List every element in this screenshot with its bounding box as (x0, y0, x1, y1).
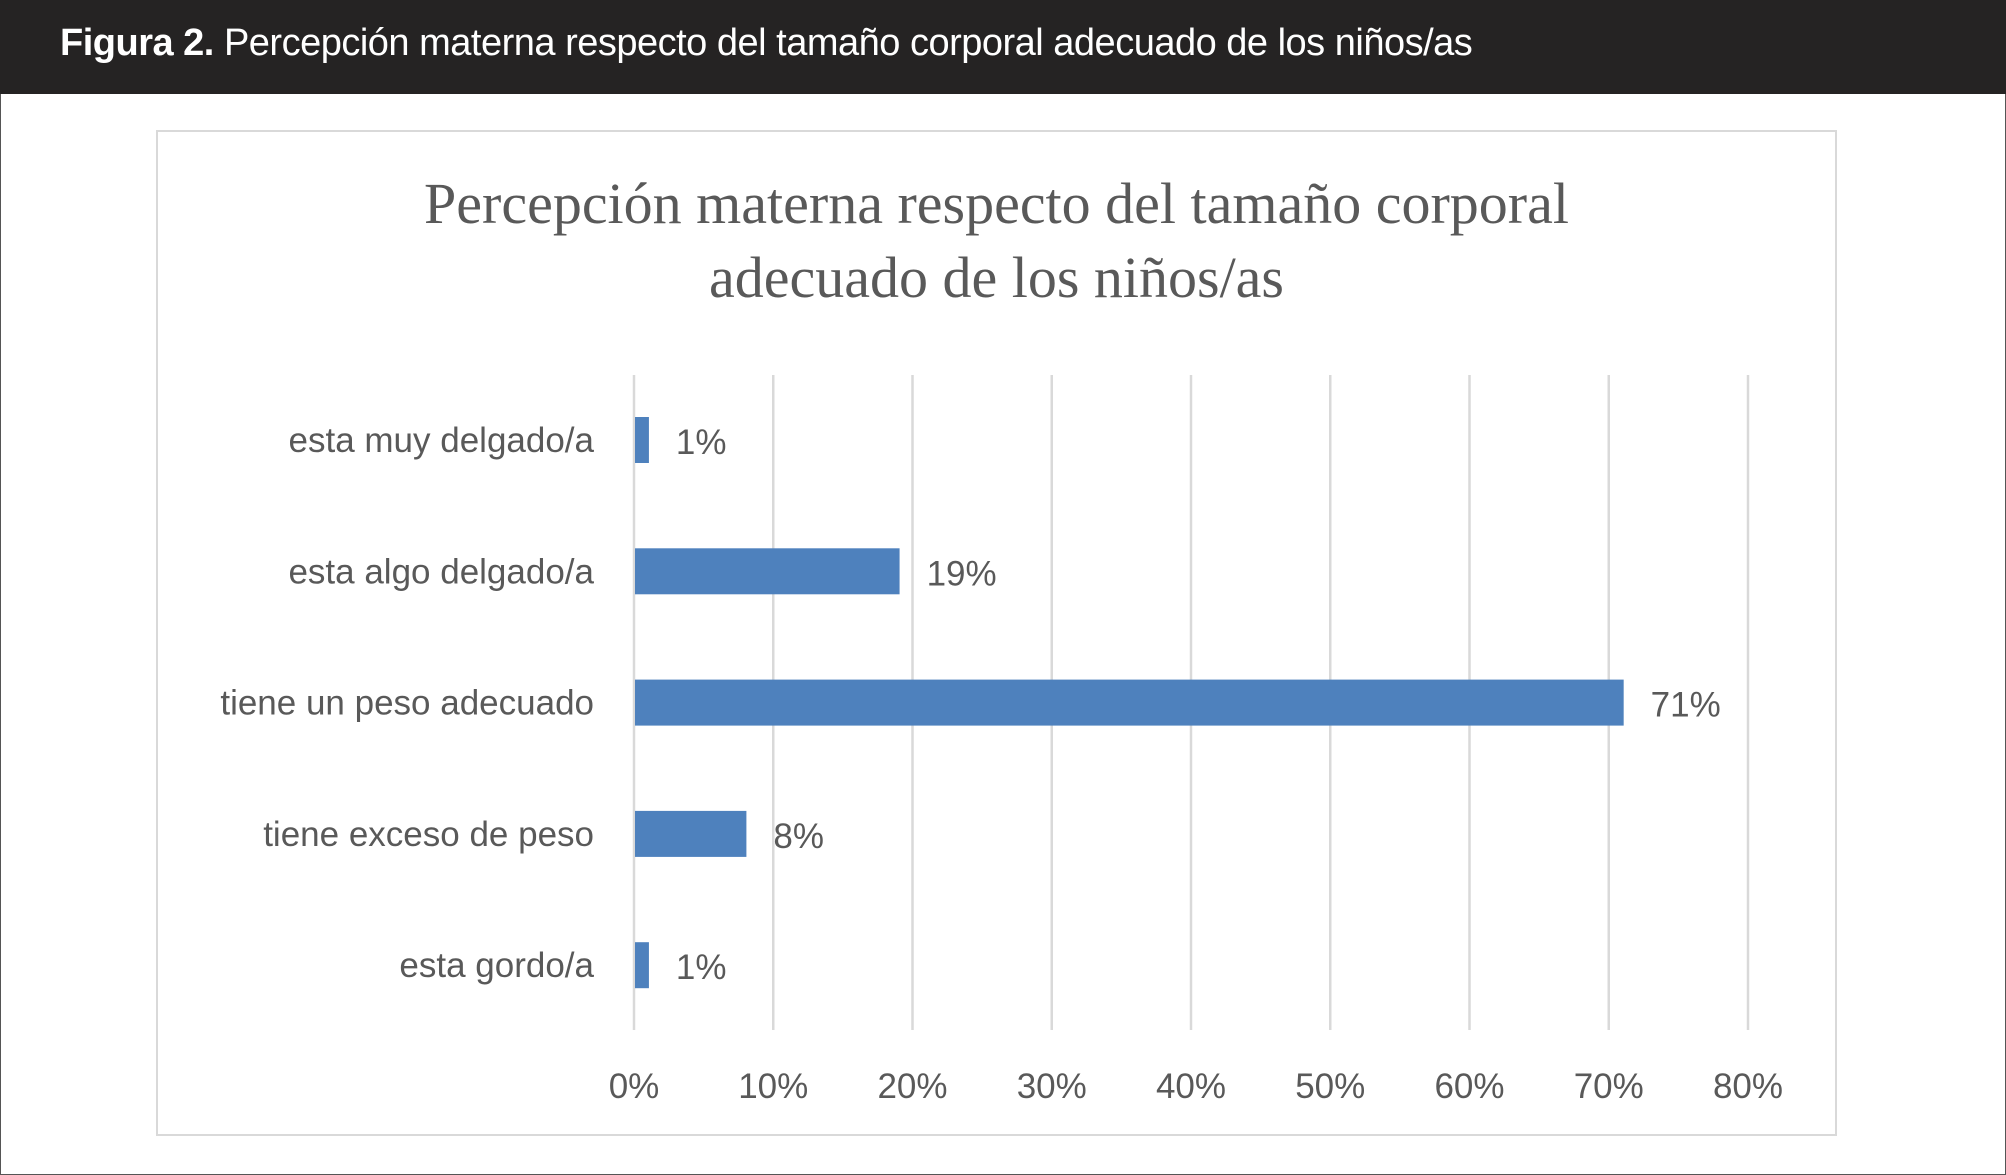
chart-title-line-1: Percepción materna respecto del tamaño c… (424, 171, 1569, 236)
data-label: 8% (773, 817, 824, 856)
category-label: tiene un peso adecuado (220, 684, 594, 723)
bar (635, 417, 649, 463)
data-label: 1% (676, 948, 727, 987)
category-label: tiene exceso de peso (263, 815, 594, 854)
bar (635, 679, 1624, 726)
x-tick-label: 40% (1156, 1067, 1226, 1106)
bar (635, 548, 900, 595)
bar (635, 810, 747, 857)
data-label: 1% (676, 423, 727, 462)
x-tick-label: 10% (738, 1067, 808, 1106)
chart-area (156, 130, 1837, 1136)
x-tick-label: 30% (1017, 1067, 1087, 1106)
data-label: 71% (1651, 686, 1721, 725)
x-tick-label: 0% (609, 1067, 660, 1106)
chart-title-line-2: adecuado de los niños/as (708, 245, 1284, 310)
x-tick-label: 70% (1574, 1067, 1644, 1106)
category-label: esta algo delgado/a (288, 552, 594, 591)
figure-label: Figura 2. (60, 22, 214, 64)
x-tick-label: 20% (877, 1067, 947, 1106)
x-tick-label: 60% (1434, 1067, 1504, 1106)
figure-caption: Figura 2. Percepción materna respecto de… (60, 22, 1473, 65)
figure-header: Figura 2. Percepción materna respecto de… (0, 0, 2006, 94)
x-tick-label: 80% (1713, 1067, 1783, 1106)
x-tick-label: 50% (1295, 1067, 1365, 1106)
bar (635, 942, 649, 989)
figure-caption-text: Percepción materna respecto del tamaño c… (223, 22, 1473, 64)
data-label: 19% (927, 554, 997, 593)
category-label: esta muy delgado/a (289, 421, 595, 460)
category-label: esta gordo/a (399, 946, 594, 985)
